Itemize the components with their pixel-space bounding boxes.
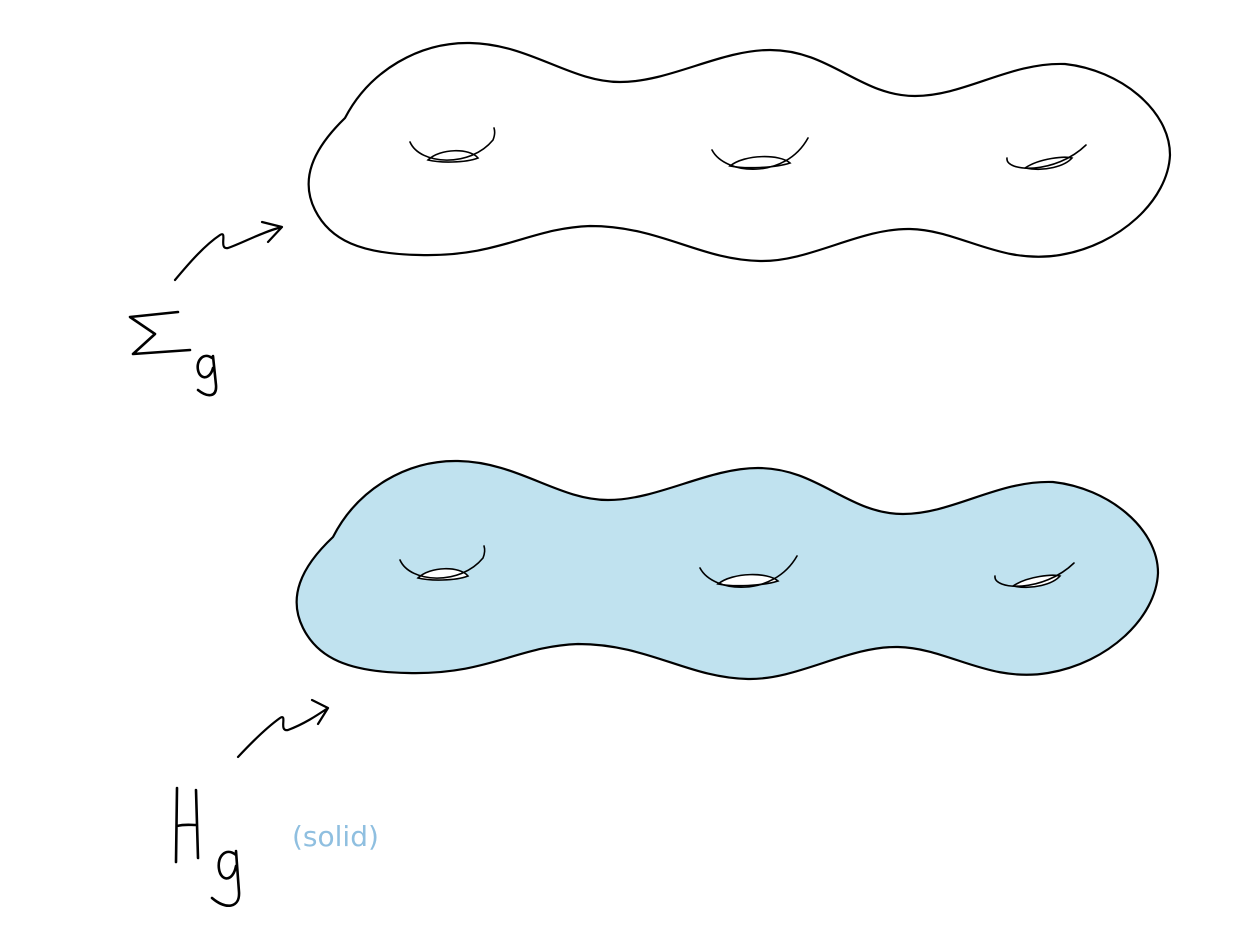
surface-hole-1	[409, 127, 496, 163]
surface-sigma-g	[173, 41, 1172, 282]
surface-arrow	[173, 220, 284, 282]
surface-label-text: Σ	[130, 299, 131, 301]
handlebody-hole-2	[699, 555, 798, 588]
surface-outline	[307, 41, 1172, 263]
handlebody-label: H	[170, 779, 241, 907]
solid-note: (solid)	[292, 820, 379, 853]
handlebody-label-text: H	[170, 779, 171, 781]
sigma-glyph	[128, 310, 192, 356]
surface-label: Σ	[128, 299, 218, 397]
surface-hole-2	[711, 137, 809, 170]
surface-hole-3	[1006, 144, 1087, 171]
handlebody-h-g	[236, 459, 1160, 759]
h-glyph	[174, 786, 200, 864]
h-subscript-g	[210, 849, 241, 907]
handlebody-arrow	[236, 698, 330, 759]
handlebody-hole-1	[399, 545, 486, 581]
sigma-subscript-g	[196, 354, 218, 397]
handlebody-body	[295, 459, 1160, 681]
handlebody-hole-3	[994, 562, 1075, 589]
